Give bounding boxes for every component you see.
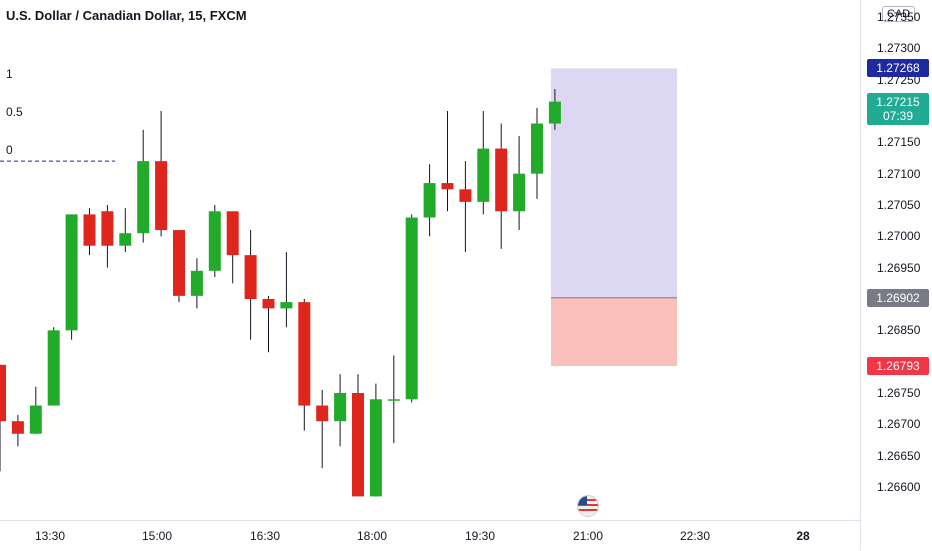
time-label: 16:30	[250, 529, 280, 543]
price-tick-label: 1.26750	[877, 386, 920, 400]
time-label: 28	[796, 529, 809, 543]
price-tick-label: 1.26700	[877, 417, 920, 431]
price-tick-label: 1.27300	[877, 41, 920, 55]
price-axis[interactable]: CAD 1.273501.273001.272501.272001.271501…	[860, 0, 932, 550]
time-label: 13:30	[35, 529, 65, 543]
price-tick-label: 1.26950	[877, 261, 920, 275]
candle-body	[459, 189, 471, 202]
price-tick-label: 1.27100	[877, 167, 920, 181]
candle-body	[316, 406, 328, 422]
candle-body	[477, 149, 489, 202]
candle-body	[12, 421, 24, 434]
price-tick-label: 1.27150	[877, 135, 920, 149]
time-label: 22:30	[680, 529, 710, 543]
entry-price-label: 1.26902	[867, 289, 929, 307]
fib-level-0: 0	[6, 143, 13, 157]
price-tick-label: 1.26650	[877, 449, 920, 463]
candle-body	[263, 299, 275, 308]
candle-body	[424, 183, 436, 217]
chart-title: U.S. Dollar / Canadian Dollar, 15, FXCM	[6, 8, 247, 23]
candle-body	[531, 124, 543, 174]
candle-body	[352, 393, 364, 496]
candle-body	[0, 365, 6, 421]
candle-body	[495, 149, 507, 212]
candle-body	[334, 393, 346, 421]
price-tick-label: 1.27350	[877, 10, 920, 24]
price-tick-label: 1.26600	[877, 480, 920, 494]
us-flag-icon[interactable]	[577, 495, 599, 517]
candle-body	[84, 214, 96, 245]
candle-body	[227, 211, 239, 255]
time-axis[interactable]: 13:30 15:00 16:30 18:00 19:30 21:00 22:3…	[0, 520, 860, 551]
candle-body	[209, 211, 221, 271]
time-label: 19:30	[465, 529, 495, 543]
candle-body	[119, 233, 131, 246]
stop-price-label: 1.26793	[867, 357, 929, 375]
last-price-label: 1.27215 07:39	[867, 93, 929, 125]
candle-body	[388, 399, 400, 401]
fib-level-1: 1	[6, 67, 13, 81]
candle-body	[513, 174, 525, 212]
candle-body	[137, 161, 149, 233]
price-tick-label: 1.26850	[877, 323, 920, 337]
candle-body	[245, 255, 257, 299]
target-price-label: 1.27268	[867, 59, 929, 77]
candle-body	[48, 330, 60, 405]
price-chart[interactable]	[0, 0, 860, 520]
candle-body	[442, 183, 454, 189]
candle-body	[370, 399, 382, 496]
price-tick-label: 1.27050	[877, 198, 920, 212]
candle-body	[101, 211, 113, 245]
candle-body	[549, 102, 561, 124]
candle-body	[173, 230, 185, 296]
time-label: 15:00	[142, 529, 172, 543]
price-tick-label: 1.27000	[877, 229, 920, 243]
target-zone	[551, 68, 677, 297]
candle-body	[298, 302, 310, 405]
fib-level-0-5: 0.5	[6, 105, 23, 119]
candle-body	[406, 218, 418, 400]
time-label: 18:00	[357, 529, 387, 543]
time-label: 21:00	[573, 529, 603, 543]
candle-body	[66, 214, 78, 330]
candle-body	[191, 271, 203, 296]
candle-body	[30, 406, 42, 434]
candle-body	[155, 161, 167, 230]
candle-body	[280, 302, 292, 308]
stop-zone	[551, 298, 677, 366]
